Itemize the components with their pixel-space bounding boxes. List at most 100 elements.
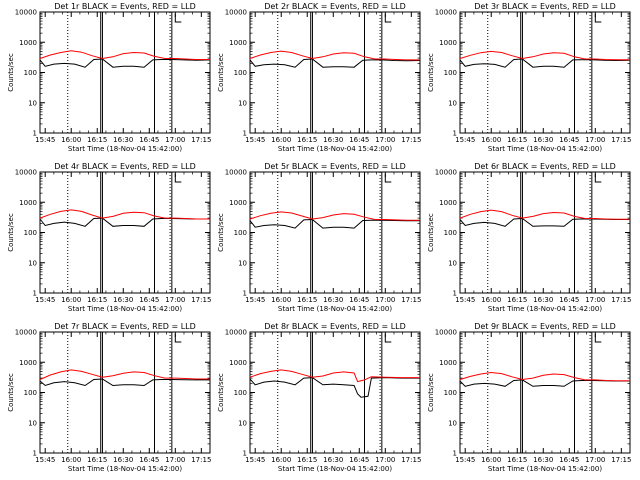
x-tick-label: 16:15: [297, 136, 317, 144]
x-tick-label: 16:00: [61, 456, 81, 464]
y-axis-label: Counts/sec: [217, 373, 225, 412]
x-tick-label: 17:15: [611, 296, 631, 304]
x-tick-label: 16:45: [559, 136, 579, 144]
panel-title: Det 4r BLACK = Events, RED = LLD: [54, 162, 196, 171]
x-tick-label: 16:45: [139, 296, 159, 304]
lld-series-line: [39, 369, 210, 380]
x-axis-label: Start Time (18-Nov-04 15:42:00): [278, 465, 392, 473]
y-axis-label: Counts/sec: [427, 53, 435, 92]
panel-title: Det 5r BLACK = Events, RED = LLD: [264, 162, 406, 171]
events-series-line: [39, 378, 210, 387]
plot-frame: [459, 331, 631, 454]
panel-title: Det 2r BLACK = Events, RED = LLD: [264, 2, 406, 11]
x-axis-label: Start Time (18-Nov-04 15:42:00): [68, 305, 182, 313]
y-tick-label: 1000: [19, 39, 37, 47]
x-tick-label: 16:45: [349, 136, 369, 144]
x-tick-label: 15:45: [35, 456, 55, 464]
panel-det-7: Det 7r BLACK = Events, RED = LLD 1 10 100 10…: [7, 322, 211, 473]
panel-det-9: Det 9r BLACK = Events, RED = LLD 1 10 100 10…: [427, 322, 631, 473]
x-tick-label: 16:15: [507, 136, 527, 144]
x-tick-label: 16:15: [507, 456, 527, 464]
plot-frame: [249, 171, 421, 294]
interval-mark: [174, 174, 182, 183]
x-axis-label: Start Time (18-Nov-04 15:42:00): [68, 465, 182, 473]
x-tick-label: 16:15: [87, 136, 107, 144]
x-tick-label: 17:00: [165, 296, 185, 304]
x-tick-label: 16:00: [481, 136, 501, 144]
x-axis-label: Start Time (18-Nov-04 15:42:00): [68, 145, 182, 153]
x-axis-label: Start Time (18-Nov-04 15:42:00): [488, 145, 602, 153]
y-tick-label: 1000: [439, 199, 457, 207]
lld-series-line: [249, 211, 420, 221]
panel-det-8: Det 8r BLACK = Events, RED = LLD 1 10 100 10…: [217, 322, 421, 473]
x-tick-label: 16:15: [507, 296, 527, 304]
x-tick-label: 17:15: [401, 136, 421, 144]
y-tick-label: 1000: [229, 199, 247, 207]
y-tick-label: 10: [28, 259, 37, 267]
events-series-line: [249, 58, 421, 68]
x-tick-label: 17:00: [585, 296, 605, 304]
x-tick-label: 16:30: [113, 136, 133, 144]
x-tick-label: 17:00: [165, 456, 185, 464]
interval-mark: [384, 14, 392, 23]
x-tick-label: 16:45: [349, 296, 369, 304]
panel-title: Det 1r BLACK = Events, RED = LLD: [54, 2, 196, 11]
y-tick-label: 10000: [15, 9, 37, 17]
y-tick-label: 10: [448, 259, 457, 267]
interval-mark: [594, 14, 602, 23]
panel-det-3: Det 3r BLACK = Events, RED = LLD 1 10 100 10…: [427, 2, 631, 153]
x-tick-label: 17:00: [165, 136, 185, 144]
y-tick-label: 1: [453, 290, 457, 298]
x-tick-label: 16:15: [87, 296, 107, 304]
panel-title: Det 8r BLACK = Events, RED = LLD: [264, 322, 406, 331]
y-tick-label: 100: [234, 69, 247, 77]
y-tick-label: 10000: [435, 329, 457, 337]
panel-det-6: Det 6r BLACK = Events, RED = LLD 1 10 100 10…: [427, 162, 631, 313]
y-tick-label: 10000: [435, 9, 457, 17]
y-tick-label: 1: [243, 130, 247, 138]
lld-series-line: [249, 369, 420, 383]
interval-mark: [594, 174, 602, 183]
x-tick-label: 16:00: [271, 296, 291, 304]
y-tick-label: 1000: [439, 39, 457, 47]
y-tick-label: 10000: [15, 169, 37, 177]
y-tick-label: 10: [448, 419, 457, 427]
y-tick-label: 10000: [225, 169, 247, 177]
panel-det-5: Det 5r BLACK = Events, RED = LLD 1 10 100 10…: [217, 162, 421, 313]
panel-title: Det 7r BLACK = Events, RED = LLD: [54, 322, 196, 331]
x-tick-label: 17:00: [375, 456, 395, 464]
lld-series-line: [459, 209, 630, 220]
x-tick-label: 16:45: [139, 456, 159, 464]
x-tick-label: 17:00: [375, 296, 395, 304]
x-tick-label: 17:00: [375, 136, 395, 144]
x-tick-label: 17:15: [611, 136, 631, 144]
events-series-line: [249, 218, 420, 229]
y-tick-label: 10: [238, 419, 247, 427]
y-tick-label: 100: [24, 69, 37, 77]
y-tick-label: 1: [33, 450, 37, 458]
plot-frame: [39, 11, 211, 134]
y-tick-label: 100: [444, 389, 457, 397]
x-tick-label: 17:15: [191, 456, 211, 464]
plot-frame: [249, 331, 421, 454]
plot-frame: [459, 171, 631, 294]
x-tick-label: 16:00: [61, 136, 81, 144]
x-tick-label: 16:45: [559, 296, 579, 304]
x-tick-label: 15:45: [245, 456, 265, 464]
x-tick-label: 17:15: [401, 456, 421, 464]
x-tick-label: 17:00: [585, 136, 605, 144]
lld-series-line: [249, 50, 420, 61]
y-tick-label: 10: [238, 99, 247, 107]
x-tick-label: 17:15: [611, 456, 631, 464]
lld-series-line: [459, 50, 630, 61]
x-tick-label: 16:45: [139, 136, 159, 144]
y-tick-label: 10: [448, 99, 457, 107]
x-tick-label: 15:45: [455, 136, 475, 144]
x-tick-label: 16:00: [481, 296, 501, 304]
plot-frame: [39, 331, 211, 454]
y-tick-label: 10: [28, 419, 37, 427]
y-tick-label: 1: [243, 450, 247, 458]
panel-det-1: Det 1r BLACK = Events, RED = LLD 1 10 100 10…: [7, 2, 211, 153]
y-tick-label: 10000: [225, 329, 247, 337]
